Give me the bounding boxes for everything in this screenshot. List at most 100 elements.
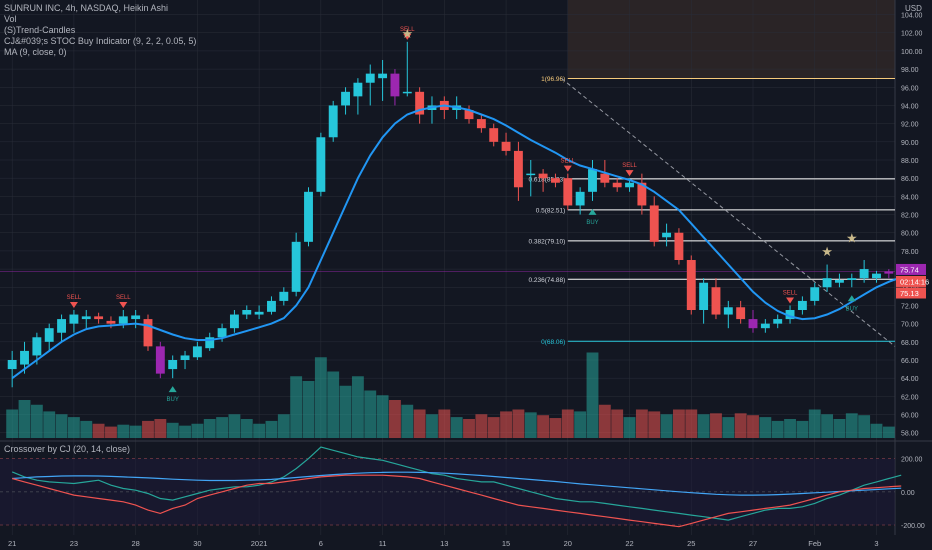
indicator-green-line — [11, 446, 902, 521]
price-tick-label: 66.00 — [901, 358, 919, 365]
price-tick-label: 94.00 — [901, 103, 919, 110]
volume-bar — [882, 426, 895, 438]
price-tick-label: 104.00 — [901, 13, 923, 20]
buy-signal-label: BUY — [167, 397, 179, 403]
time-tick-label: Feb — [808, 539, 821, 548]
volume-bar — [598, 404, 611, 438]
volume-bar — [216, 417, 229, 438]
candle-body — [612, 182, 622, 188]
candle-body — [711, 287, 721, 315]
candle-body — [118, 316, 128, 324]
volume-bar — [191, 423, 204, 438]
price-tick-label: 92.00 — [901, 122, 919, 129]
volume-bar — [105, 426, 117, 438]
price-tick-label: 62.00 — [901, 394, 919, 401]
sell-signal-arrow — [403, 33, 412, 40]
volume-bar — [574, 411, 587, 438]
highlight-region — [567, 0, 895, 79]
price-tick-label: 78.00 — [901, 249, 919, 256]
volume-bar — [710, 413, 722, 438]
candle-body — [699, 282, 709, 310]
volume-bar — [265, 420, 278, 438]
candle-body — [600, 173, 610, 183]
candle-body — [748, 319, 758, 329]
volume-bar — [277, 414, 290, 438]
price-tick-label: 80.00 — [901, 231, 919, 238]
time-tick-label: 6 — [319, 539, 323, 548]
price-tick-label: 64.00 — [901, 376, 919, 383]
volume-bar — [561, 409, 574, 438]
candle-body — [229, 314, 239, 329]
volume-bar — [747, 415, 759, 438]
volume-bar — [290, 376, 303, 438]
volume-bar — [648, 411, 661, 438]
last-price-badge-bg — [896, 263, 926, 275]
volume-bar — [734, 413, 747, 438]
volume-bar — [537, 415, 550, 438]
fib-level-label: 0.382(79.10) — [528, 238, 565, 245]
candle-body — [637, 182, 647, 206]
candle-body — [390, 73, 400, 97]
trend-dashed-line — [561, 78, 896, 347]
price-tick-label: 90.00 — [901, 140, 919, 147]
candle-body — [353, 82, 363, 97]
indicator-title: Crossover by CJ (20, 14, close) — [4, 444, 131, 454]
sell-signal-arrow — [119, 302, 128, 308]
candle-body — [526, 173, 536, 176]
volume-bar — [623, 417, 636, 438]
candle-body — [822, 278, 832, 288]
candle-body — [279, 291, 289, 301]
volume-bar — [154, 419, 167, 438]
study-trend-candles: (S)Trend-Candles — [4, 25, 76, 35]
volume-bar — [401, 404, 414, 438]
volume-bar — [376, 395, 389, 438]
price-tick-label: 70.00 — [901, 322, 919, 329]
volume-bar — [6, 409, 19, 438]
fib-level-label: 0.236(74.88) — [528, 277, 565, 284]
volume-bar — [67, 417, 80, 438]
candle-body — [872, 273, 881, 279]
price-tick-label: 96.00 — [901, 85, 919, 92]
volume-bar — [611, 409, 624, 438]
volume-bar — [426, 414, 438, 438]
sell-signal-arrow — [625, 170, 634, 177]
volume-bar — [364, 390, 377, 438]
sell-signal-label: SELL — [400, 27, 415, 33]
candle-body — [20, 350, 29, 365]
buy-signal-label: BUY — [586, 220, 598, 226]
time-tick-label: 21 — [8, 539, 16, 548]
candle-body — [662, 232, 672, 238]
volume-bar — [92, 423, 105, 438]
sell-signal-label: SELL — [116, 295, 131, 301]
candle-body — [254, 311, 264, 315]
candle-body — [625, 182, 634, 188]
buy-signal-label: BUY — [846, 306, 858, 312]
volume-bar — [500, 411, 512, 438]
sell-signal-arrow — [786, 297, 795, 304]
candle-body — [69, 314, 79, 324]
candle-body — [242, 310, 252, 315]
volume-bar — [142, 420, 154, 438]
time-tick-label: 22 — [625, 539, 633, 548]
volume-bar — [512, 409, 525, 438]
candle-body — [365, 73, 375, 83]
candle-body — [489, 128, 499, 142]
candle-body — [674, 232, 684, 260]
indicator-tick-label: -200.00 — [901, 523, 925, 530]
star-marker: ★ — [846, 230, 858, 245]
last-price-badge: 75.74 — [900, 265, 919, 274]
volume-bar — [722, 417, 735, 438]
time-tick-label: 2021 — [251, 539, 268, 548]
time-tick-label: 20 — [564, 539, 572, 548]
candle-body — [797, 300, 807, 310]
ma-price-badge-bg — [896, 287, 926, 299]
star-marker: ★ — [821, 244, 833, 259]
buy-signal-arrow — [588, 208, 597, 215]
candle-body — [341, 91, 350, 106]
volume-bar — [389, 400, 401, 438]
indicator-tick-label: 0.00 — [901, 490, 915, 497]
candle-body — [760, 323, 770, 329]
candle-body — [563, 178, 573, 206]
candle-body — [316, 137, 326, 192]
